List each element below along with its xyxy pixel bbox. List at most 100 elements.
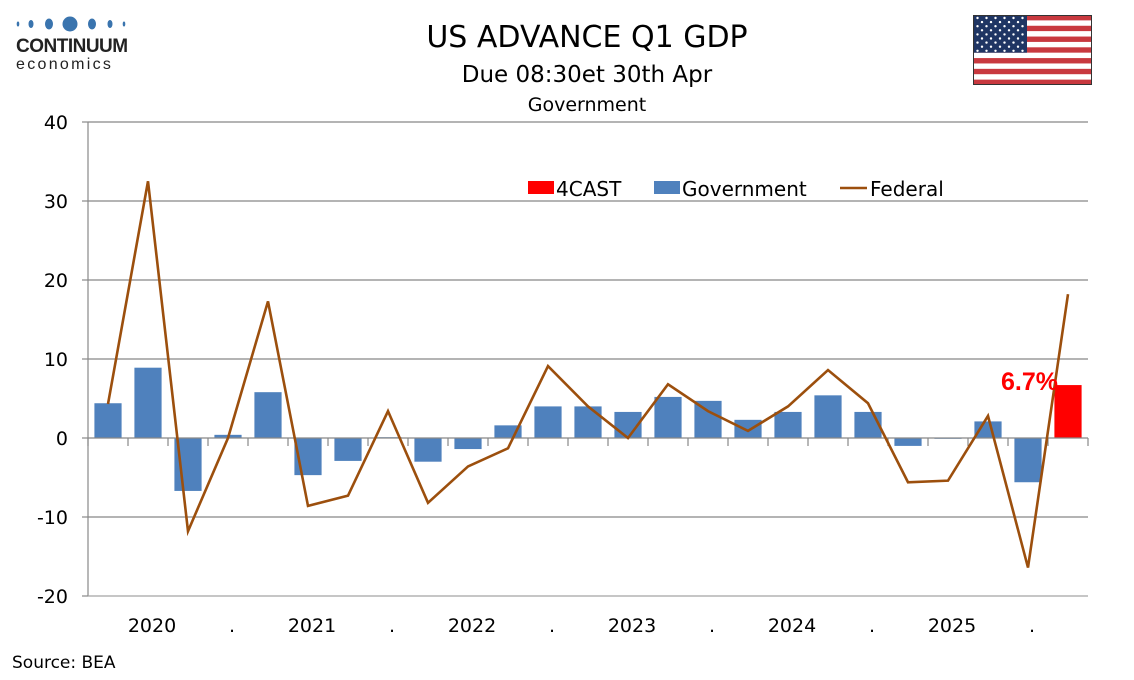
flag-star xyxy=(1021,25,1024,28)
flag-stripe xyxy=(973,79,1092,85)
flag-star xyxy=(976,16,979,20)
flag-star xyxy=(1007,20,1011,24)
flag-star xyxy=(994,33,997,36)
bar-government xyxy=(414,438,442,462)
flag-star xyxy=(1021,16,1024,20)
bar-government xyxy=(734,419,762,438)
flag-star xyxy=(994,16,997,20)
bar-government xyxy=(894,438,922,446)
legend-federal-label: Federal xyxy=(870,177,944,201)
flag-star xyxy=(998,45,1002,48)
flag-star xyxy=(1021,49,1024,52)
flag-star xyxy=(989,45,993,48)
bar-government xyxy=(134,367,162,438)
flag-star xyxy=(994,49,997,52)
x-tick-label: 2025 xyxy=(928,615,976,637)
flag-star xyxy=(976,41,979,44)
flag-star xyxy=(980,45,984,48)
flag-stripe xyxy=(973,74,1092,80)
flag-star xyxy=(985,16,988,20)
flag-stripe xyxy=(973,15,1092,21)
flag-star xyxy=(1021,41,1024,44)
chart-title: US ADVANCE Q1 GDP xyxy=(426,20,748,55)
flag-star xyxy=(1003,25,1006,28)
flag-star xyxy=(980,29,984,32)
forecast-data-label: 6.7% xyxy=(1001,368,1058,396)
flag-star xyxy=(1016,37,1020,40)
flag-star xyxy=(985,25,988,28)
flag-stripe xyxy=(973,41,1092,48)
flag-star xyxy=(998,20,1002,24)
flag-star xyxy=(989,20,993,24)
chart-subtitle: Due 08:30et 30th Apr xyxy=(461,62,713,88)
flag-star xyxy=(980,20,984,24)
y-tick-label: 10 xyxy=(44,349,68,371)
x-tick-label: . xyxy=(1029,615,1035,637)
bar-government xyxy=(334,438,362,461)
bar-government xyxy=(574,406,602,438)
y-tick-label: -20 xyxy=(37,586,68,608)
flag-star xyxy=(985,49,988,52)
y-tick-label: -10 xyxy=(37,507,68,529)
logo-wordmark: CONTINUUM xyxy=(16,36,128,57)
flag-star xyxy=(994,25,997,28)
flag-star xyxy=(1012,49,1015,52)
flag-star xyxy=(1012,41,1015,44)
x-tick-label: . xyxy=(869,615,875,637)
x-tick-label: 2023 xyxy=(608,615,656,637)
x-tick-label: . xyxy=(549,615,555,637)
flag-star xyxy=(980,37,984,40)
flag-star xyxy=(976,25,979,28)
x-tick-label: . xyxy=(229,615,235,637)
x-tick-label: . xyxy=(389,615,395,637)
flag-stripe xyxy=(973,58,1092,64)
legend-government-swatch xyxy=(654,181,680,194)
flag-star xyxy=(985,33,988,36)
flag-stripe xyxy=(973,68,1092,75)
bar-government xyxy=(774,411,802,438)
flag-stripe xyxy=(973,52,1092,59)
flag-star xyxy=(1003,41,1006,44)
source-note: Source: BEA xyxy=(12,653,116,673)
bar-government xyxy=(854,411,882,438)
flag-star xyxy=(1003,49,1006,52)
x-tick-label: 2020 xyxy=(128,615,176,637)
flag-star xyxy=(1012,16,1015,20)
flag-stripe xyxy=(973,20,1092,26)
flag-star xyxy=(998,29,1002,32)
flag-stripe xyxy=(973,31,1092,37)
continuum-logo: CONTINUUM economics xyxy=(14,14,134,74)
logo-dots-icon xyxy=(16,16,126,32)
bar-government xyxy=(94,403,122,438)
bar-4cast xyxy=(1054,385,1082,438)
flag-star xyxy=(1007,45,1011,48)
flag-star xyxy=(989,37,993,40)
bar-government xyxy=(814,395,842,438)
flag-star xyxy=(1012,25,1015,28)
flag-star xyxy=(1016,29,1020,32)
y-tick-label: 40 xyxy=(44,112,68,134)
flag-star xyxy=(976,33,979,36)
bar-government xyxy=(1014,438,1042,483)
bar-government xyxy=(454,438,482,450)
flag-star xyxy=(1021,33,1024,36)
bar-government xyxy=(534,406,562,438)
line-federal xyxy=(106,181,1070,568)
flag-star xyxy=(989,29,993,32)
flag-star xyxy=(1012,33,1015,36)
flag-star xyxy=(1003,33,1006,36)
flag-border xyxy=(973,15,1092,85)
flag-star xyxy=(1007,37,1011,40)
flag-stripe xyxy=(973,63,1092,70)
flag-star xyxy=(1016,20,1020,24)
flag-star xyxy=(998,37,1002,40)
flag-star xyxy=(976,49,979,52)
bar-government xyxy=(254,392,282,438)
y-tick-label: 30 xyxy=(44,191,68,213)
flag-star xyxy=(1003,16,1006,20)
flag-stripe xyxy=(973,25,1092,32)
bar-government xyxy=(654,396,682,438)
x-tick-label: 2021 xyxy=(288,615,336,637)
legend-4cast-swatch xyxy=(528,181,554,194)
